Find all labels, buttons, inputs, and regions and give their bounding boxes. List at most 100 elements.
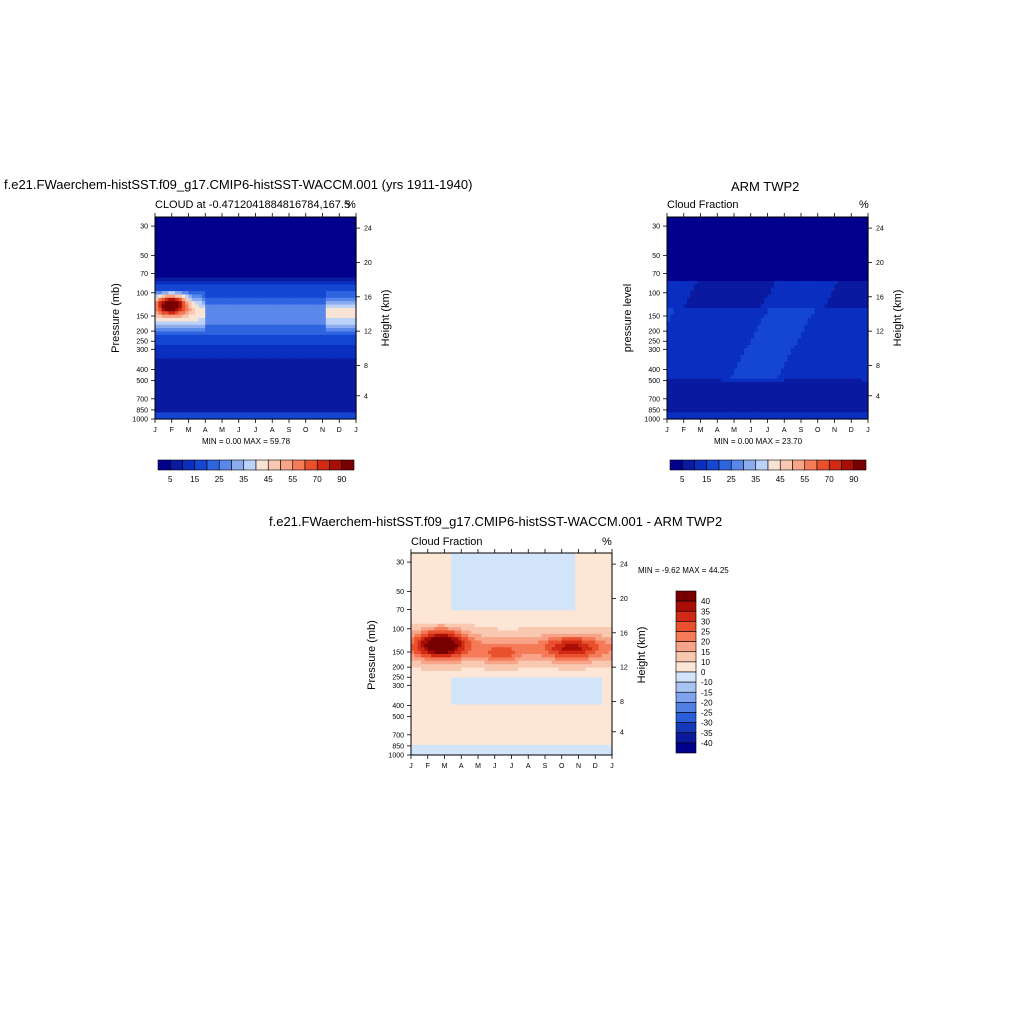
- panel1-colorbar-swatch: [267, 459, 281, 471]
- panel1-xtick-label: N: [320, 427, 325, 434]
- panel1-xtick-label: J: [153, 427, 157, 434]
- panel3-colorbar-swatch: [675, 651, 697, 663]
- panel2-colorbar-swatch: [755, 459, 769, 471]
- panel3-colorbar-swatch: [675, 600, 697, 612]
- panel3-ytick-label: 50: [396, 589, 404, 596]
- panel1-ztick-label: 16: [364, 294, 372, 301]
- panel1-colorbar-label: 45: [264, 475, 273, 484]
- panel2-xtick-label: J: [749, 427, 753, 434]
- panel1-colorbar-label: 70: [313, 475, 322, 484]
- panel3-xtick-label: S: [543, 763, 548, 770]
- panel1-colorbar-swatch: [329, 459, 343, 471]
- panel2-xtick-label: A: [782, 427, 787, 434]
- panel1-units: %: [346, 199, 356, 211]
- panel3-colorbar-label: 10: [701, 658, 710, 667]
- panel3-ztick-label: 24: [620, 562, 628, 569]
- panel3-colorbar-swatch: [675, 702, 697, 713]
- panel3-ytick-label: 100: [392, 626, 404, 633]
- panel1-ztick-label: 8: [364, 363, 368, 370]
- panel3-xtick-label: N: [576, 763, 581, 770]
- panel2-ytick-label: 50: [652, 253, 660, 260]
- panel2-ytick-label: 100: [648, 290, 660, 297]
- panel1-xtick-label: J: [354, 427, 358, 434]
- panel3-xtick-label: J: [409, 763, 413, 770]
- panel2-ytick-label: 500: [648, 378, 660, 385]
- panel3-colorbar-swatch: [675, 671, 697, 683]
- panel1-ytick-label: 400: [136, 367, 148, 374]
- panel2-colorbar-swatch: [681, 459, 695, 471]
- panel1-title: f.e21.FWaerchem-histSST.f09_g17.CMIP6-hi…: [4, 177, 473, 192]
- panel3-ytick-label: 700: [392, 732, 404, 739]
- panel2-xtick-label: N: [832, 427, 837, 434]
- panel3-ytick-label: 250: [392, 675, 404, 682]
- panel2-colorbar-label: 5: [680, 475, 685, 484]
- panel2-colorbar-swatch: [730, 459, 744, 471]
- panel1-colorbar-label: 5: [168, 475, 173, 484]
- panel3-xtick-label: M: [442, 763, 448, 770]
- panel2-ytick-label: 300: [648, 347, 660, 354]
- panel2-xtick-label: J: [866, 427, 870, 434]
- panel3-ytick-label: 30: [396, 560, 404, 567]
- panel1-xtick-label: M: [186, 427, 192, 434]
- panel3-colorbar-label: -20: [701, 698, 713, 707]
- panel3-ytick-label: 300: [392, 683, 404, 690]
- panel1-ytick-label: 30: [140, 224, 148, 231]
- panel1-ytick-label: 300: [136, 347, 148, 354]
- panel3-field: [411, 553, 613, 756]
- panel1-xtick-label: A: [270, 427, 275, 434]
- panel2-xtick-label: D: [849, 427, 854, 434]
- panel3-xtick-label: J: [610, 763, 614, 770]
- panel2-ytick-label: 1000: [644, 417, 660, 424]
- panel1-colorbar-label: 35: [239, 475, 248, 484]
- panel2-colorbar-label: 55: [800, 475, 809, 484]
- panel3-colorbar-label: -35: [701, 729, 713, 738]
- panel1-ztick-label: 24: [364, 226, 372, 233]
- panel1-colorbar-label: 90: [337, 475, 346, 484]
- panel3-colorbar-swatch: [675, 681, 697, 693]
- panel2-colorbar-swatch: [694, 459, 708, 471]
- panel2-xtick-label: F: [682, 427, 686, 434]
- panel2-ytick-label: 200: [648, 329, 660, 336]
- panel2-colorbar-label: 25: [727, 475, 736, 484]
- panel1-xtick-label: F: [170, 427, 174, 434]
- panel2-ztick-label: 8: [876, 363, 880, 370]
- panel2-colorbar-swatch: [718, 459, 732, 471]
- panel1-ytick-label: 200: [136, 329, 148, 336]
- panel3-xtick-label: F: [426, 763, 430, 770]
- panel1-subtitle: CLOUD at -0.4712041884816784,167.5: [155, 199, 351, 211]
- panel2-ztick-label: 24: [876, 226, 884, 233]
- panel3-colorbar-label: 0: [701, 668, 706, 677]
- panel1-colorbar-swatch: [255, 459, 269, 471]
- panel1-colorbar-swatch: [341, 459, 355, 471]
- panel1-ytick-label: 1000: [132, 417, 148, 424]
- panel1-xtick-label: M: [219, 427, 225, 434]
- panel3-xtick-label: D: [593, 763, 598, 770]
- panel3-ztick-label: 8: [620, 699, 624, 706]
- panel1-ytick-label: 100: [136, 290, 148, 297]
- panel3-ytick-label: 500: [392, 714, 404, 721]
- panel3-units: %: [602, 536, 612, 548]
- panel2-ytick-label: 400: [648, 367, 660, 374]
- panel2-xtick-label: J: [665, 427, 669, 434]
- panel2-colorbar-label: 45: [776, 475, 785, 484]
- panel2-colorbar-swatch: [779, 459, 793, 471]
- panel3-colorbar-label: -40: [701, 739, 713, 748]
- panel2-xtick-label: A: [715, 427, 720, 434]
- panel3-colorbar-swatch: [675, 722, 697, 734]
- panel1-field: [155, 217, 357, 420]
- panel1-xtick-label: S: [287, 427, 292, 434]
- panel2-colorbar-swatch: [743, 459, 757, 471]
- panel1-xtick-label: O: [303, 427, 309, 434]
- panel3-colorbar-swatch: [675, 631, 697, 642]
- panel3-xtick-label: J: [510, 763, 514, 770]
- panel2-xtick-label: O: [815, 427, 821, 434]
- panel1-colorbar-swatch: [157, 459, 171, 471]
- panel1-ytick-label: 150: [136, 313, 148, 320]
- panel3-colorbar-label: 20: [701, 638, 710, 647]
- panel2-colorbar-swatch: [804, 459, 818, 471]
- panel2-colorbar-label: 15: [702, 475, 711, 484]
- panel1-colorbar-swatch: [316, 459, 330, 471]
- panel2-ztick-label: 16: [876, 294, 884, 301]
- panel3-colorbar-swatch: [675, 610, 697, 622]
